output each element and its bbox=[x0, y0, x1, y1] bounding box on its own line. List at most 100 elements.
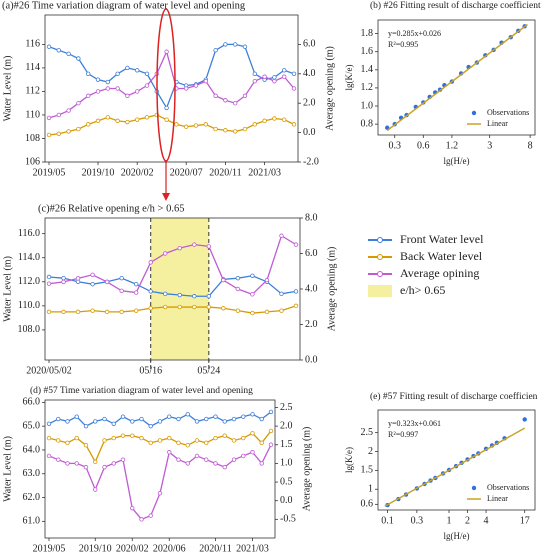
series-line bbox=[48, 234, 297, 296]
point-marker bbox=[176, 457, 181, 462]
x-tick-label: 05/24 bbox=[197, 365, 220, 376]
highlight-band bbox=[150, 218, 209, 360]
point-marker bbox=[203, 122, 208, 127]
point-marker bbox=[46, 309, 52, 315]
x-tick-label: 2020/02 bbox=[121, 167, 154, 178]
point-marker bbox=[56, 112, 61, 118]
point-marker bbox=[90, 281, 95, 287]
y-tick-label: 1 bbox=[368, 484, 373, 495]
x-tick-label: 0.1 bbox=[381, 515, 394, 526]
point-marker bbox=[213, 48, 218, 53]
point-marker bbox=[206, 244, 212, 249]
y2-tick-label: -0.5 bbox=[280, 514, 296, 525]
point-marker bbox=[272, 116, 277, 121]
x-tick-label: 2019/10 bbox=[82, 167, 115, 178]
point-marker bbox=[185, 412, 190, 417]
point-marker bbox=[176, 416, 181, 422]
y-tick-label: 108 bbox=[25, 133, 40, 144]
x-axis-label: lg(H/e) bbox=[444, 156, 470, 166]
point-marker bbox=[102, 464, 107, 470]
fit-line bbox=[386, 23, 528, 132]
point-marker bbox=[252, 71, 257, 76]
y2-axis-label: Average opening (m) bbox=[324, 46, 335, 131]
point-marker bbox=[213, 461, 218, 466]
point-marker bbox=[120, 433, 126, 438]
point-marker bbox=[235, 286, 241, 292]
point-marker bbox=[133, 290, 139, 295]
point-marker bbox=[95, 118, 101, 124]
point-marker bbox=[163, 251, 168, 256]
point-marker bbox=[65, 461, 70, 466]
x-tick-label: 3 bbox=[487, 140, 492, 151]
point-marker bbox=[259, 416, 264, 422]
point-marker bbox=[148, 289, 153, 294]
point-marker bbox=[167, 450, 172, 455]
point-marker bbox=[90, 308, 95, 313]
y-tick-label: 61.0 bbox=[23, 516, 41, 527]
legend-label: Front Water level bbox=[400, 232, 484, 246]
y-tick-label: 62.0 bbox=[23, 492, 41, 503]
point-marker bbox=[250, 412, 255, 417]
point-marker bbox=[102, 438, 107, 443]
annotation: y=0.323x+0.061 bbox=[388, 419, 441, 428]
point-marker bbox=[223, 98, 228, 103]
point-marker bbox=[74, 414, 79, 419]
y2-tick-label: 4.0 bbox=[303, 68, 316, 79]
x-tick-label: 2021/03 bbox=[236, 543, 269, 554]
point-marker bbox=[111, 461, 116, 466]
y-axis-label: Water Level (m) bbox=[2, 256, 13, 322]
y2-tick-label: 2.0 bbox=[280, 420, 293, 431]
y-tick-label: 63.0 bbox=[23, 468, 41, 479]
point-marker bbox=[90, 272, 95, 277]
point-marker bbox=[46, 281, 52, 286]
point-marker bbox=[75, 276, 81, 281]
point-marker bbox=[93, 459, 98, 465]
point-marker bbox=[95, 77, 101, 82]
y-tick-label: 2.5 bbox=[361, 427, 374, 438]
point-marker bbox=[235, 275, 241, 281]
y-tick-label: 1.6 bbox=[361, 46, 374, 57]
point-marker bbox=[213, 414, 218, 419]
point-marker bbox=[194, 419, 200, 424]
point-marker bbox=[250, 310, 255, 316]
point-marker bbox=[264, 309, 270, 315]
point-marker bbox=[56, 438, 61, 443]
point-marker bbox=[192, 294, 197, 299]
point-marker bbox=[139, 517, 144, 522]
point-marker bbox=[93, 419, 98, 424]
point-marker bbox=[268, 409, 274, 415]
y-axis-label: lg(K/e) bbox=[344, 447, 354, 473]
y-tick-label: 64.0 bbox=[23, 444, 41, 455]
y-tick-label: 116.0 bbox=[18, 228, 40, 239]
point-marker bbox=[56, 416, 61, 422]
y2-tick-label: 2.0 bbox=[303, 97, 316, 108]
point-marker bbox=[183, 124, 189, 129]
point-marker bbox=[185, 461, 190, 466]
y2-tick-label: 4.0 bbox=[305, 283, 318, 294]
series-line bbox=[49, 305, 297, 314]
point-marker bbox=[163, 304, 168, 310]
point-marker bbox=[293, 242, 299, 247]
y2-tick-label: -2.0 bbox=[303, 156, 319, 167]
y-tick-label: 112.0 bbox=[18, 276, 40, 287]
legend-label: Linear bbox=[487, 119, 508, 128]
point-marker bbox=[235, 308, 241, 313]
point-marker bbox=[148, 423, 153, 429]
point-marker bbox=[139, 435, 144, 441]
y-tick-label: 114.0 bbox=[18, 252, 40, 263]
point-marker bbox=[242, 126, 248, 132]
plot-frame bbox=[44, 399, 276, 539]
point-marker bbox=[157, 419, 163, 424]
x-tick-label: 1.2 bbox=[446, 140, 459, 151]
point-marker bbox=[241, 453, 246, 459]
point-marker bbox=[268, 428, 274, 434]
point-marker bbox=[259, 461, 264, 466]
point-marker bbox=[203, 78, 208, 84]
point-marker bbox=[102, 416, 107, 422]
point-marker bbox=[144, 71, 150, 76]
legend-label: Observations bbox=[487, 483, 529, 492]
legend-marker bbox=[377, 254, 383, 260]
x-tick-label: 8 bbox=[528, 140, 533, 151]
legend-label: Back Water level bbox=[400, 249, 483, 263]
